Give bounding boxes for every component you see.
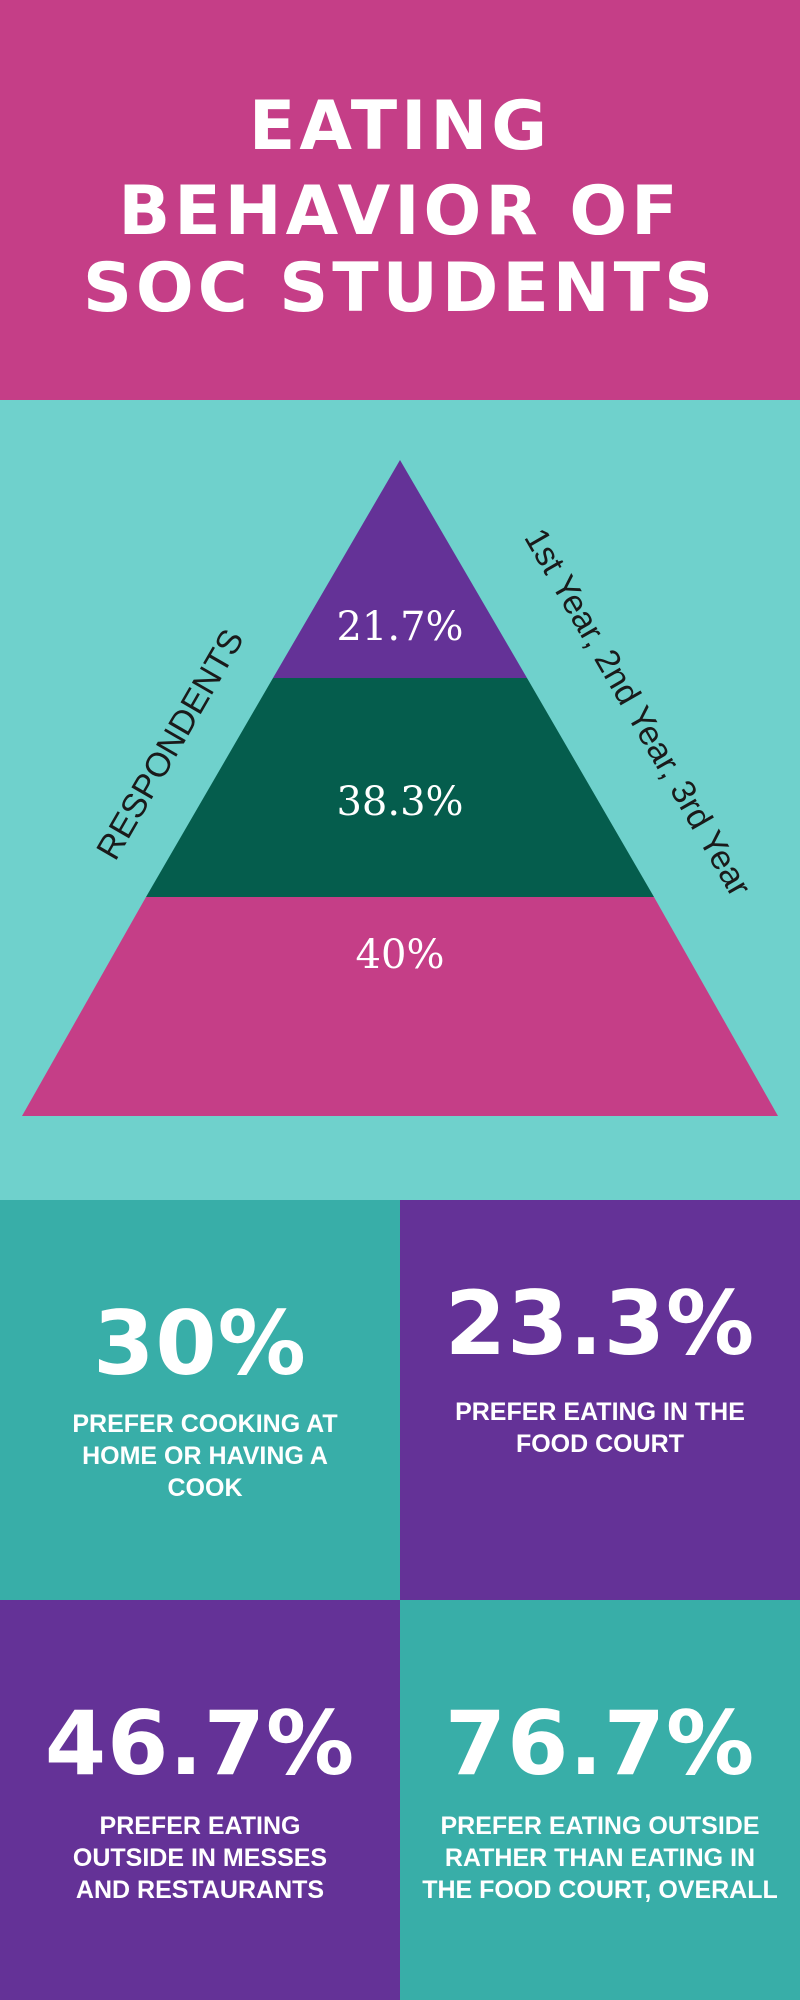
stat-value: 23.3%	[444, 1272, 756, 1375]
pyramid-tier-middle	[146, 678, 654, 897]
pyramid-tier-top	[273, 460, 527, 678]
stat-card-cooking-home: 30% PREFER COOKING AT HOME OR HAVING A C…	[0, 1200, 400, 1600]
stat-value: 46.7%	[44, 1692, 356, 1795]
stat-description: PREFER EATING OUTSIDE IN MESSES AND REST…	[72, 1812, 328, 1904]
stat-value: 76.7%	[444, 1692, 756, 1795]
stat-description: PREFER EATING OUTSIDE RATHER THAN EATING…	[422, 1812, 778, 1904]
title-line-2: BEHAVIOR OF	[118, 172, 682, 251]
title-line-3: SOC STUDENTS	[82, 249, 718, 328]
pyramid-middle-value: 38.3%	[336, 779, 463, 825]
stat-card-food-court: 23.3% PREFER EATING IN THE FOOD COURT	[400, 1200, 800, 1600]
stat-card-messes-restaurants: 46.7% PREFER EATING OUTSIDE IN MESSES AN…	[0, 1600, 400, 2000]
pyramid-section: 21.7% 38.3% 40% RESPONDENTS 1st Year, 2n…	[0, 400, 800, 1200]
stat-value: 30%	[93, 1292, 307, 1395]
respondents-pyramid: 21.7% 38.3% 40% RESPONDENTS 1st Year, 2n…	[22, 460, 778, 1116]
header-banner: EATING BEHAVIOR OF SOC STUDENTS	[0, 0, 800, 400]
pyramid-top-value: 21.7%	[336, 604, 463, 650]
stat-description: PREFER COOKING AT HOME OR HAVING A COOK	[72, 1410, 338, 1502]
pyramid-bottom-value: 40%	[356, 932, 445, 978]
stat-description: PREFER EATING IN THE FOOD COURT	[455, 1398, 745, 1458]
stat-card-outside-overall: 76.7% PREFER EATING OUTSIDE RATHER THAN …	[400, 1600, 800, 2000]
pyramid-tier-bottom	[22, 897, 778, 1116]
title-line-1: EATING	[248, 87, 552, 166]
